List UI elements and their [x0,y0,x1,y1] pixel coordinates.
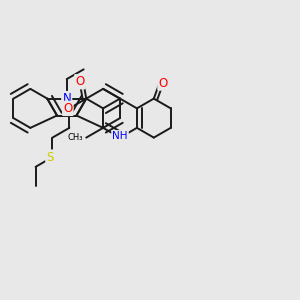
Text: O: O [63,102,73,115]
Text: NH: NH [112,131,128,141]
Text: S: S [46,151,54,164]
Text: O: O [75,75,85,88]
Text: O: O [158,76,168,89]
Text: N: N [62,92,71,105]
Text: CH₃: CH₃ [68,133,83,142]
